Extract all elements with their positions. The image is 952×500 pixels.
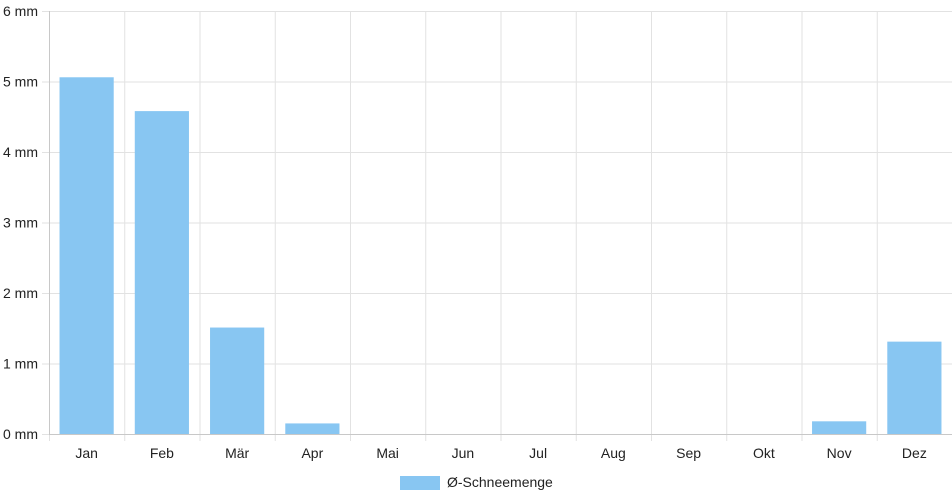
x-tick-label: Mai (376, 445, 399, 461)
bar-dez (887, 341, 942, 434)
x-tick-label: Apr (301, 445, 323, 461)
x-tick-label: Feb (150, 445, 174, 461)
x-axis-ticks: Jan Feb Mär Apr Mai Jun Jul Aug Sep Okt Nov Dez (75, 445, 926, 461)
x-tick-label: Sep (676, 445, 701, 461)
x-tick-label: Jun (452, 445, 475, 461)
bars (59, 77, 942, 435)
legend[interactable]: Ø-Schneemenge (400, 474, 553, 490)
x-tick-label: Aug (601, 445, 626, 461)
x-tick-label: Mär (225, 445, 249, 461)
legend-swatch (400, 476, 440, 490)
x-tick-label: Jan (75, 445, 98, 461)
bar-nov (812, 421, 867, 434)
x-tick-label: Jul (529, 445, 547, 461)
bar-apr (285, 423, 340, 434)
y-tick-label: 5 mm (3, 74, 38, 90)
y-tick-label: 2 mm (3, 285, 38, 301)
legend-label: Ø-Schneemenge (447, 474, 553, 490)
x-tick-label: Nov (827, 445, 852, 461)
y-tick-label: 3 mm (3, 215, 38, 231)
bar-feb (134, 111, 189, 435)
x-tick-label: Dez (902, 445, 927, 461)
y-tick-label: 4 mm (3, 144, 38, 160)
y-tick-label: 1 mm (3, 356, 38, 372)
y-tick-label: 6 mm (3, 3, 38, 19)
bar-jan (59, 77, 114, 435)
y-axis-ticks: 0 mm 1 mm 2 mm 3 mm 4 mm 5 mm 6 mm (3, 3, 38, 442)
y-tick-label: 0 mm (3, 426, 38, 442)
grid (42, 11, 952, 441)
bar-mär (210, 327, 265, 434)
x-tick-label: Okt (753, 445, 775, 461)
